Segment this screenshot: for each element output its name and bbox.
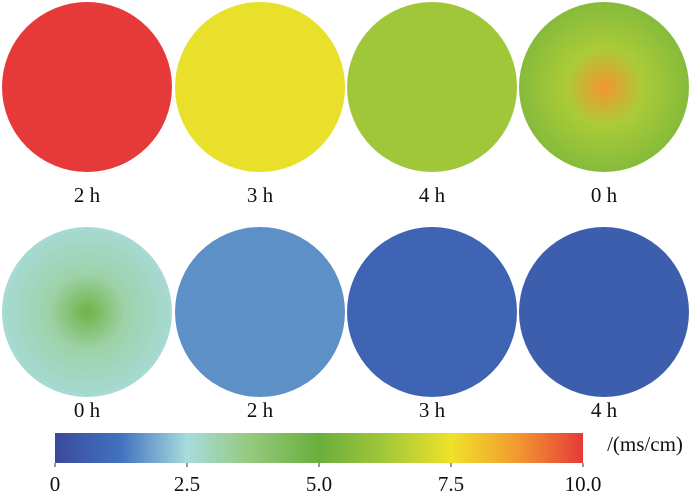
- panel-disc: [2, 2, 172, 172]
- panel-disc: [175, 227, 345, 397]
- panel-label: 3 h: [247, 183, 274, 207]
- colorbar: [55, 433, 583, 463]
- panel-label: 0 h: [591, 183, 618, 207]
- colorbar-tick-label: 7.5: [438, 472, 464, 495]
- colorbar-tick-label: 10.0: [565, 472, 602, 495]
- panel-label: 0 h: [74, 398, 101, 422]
- panel-disc: [347, 2, 517, 172]
- colorbar-tick-label: 2.5: [174, 472, 200, 495]
- colorbar-label: /(ms/cm): [607, 432, 683, 456]
- panel-label: 2 h: [74, 183, 101, 207]
- panel-disc: [519, 227, 689, 397]
- panel-disc: [347, 227, 517, 397]
- panel-disc: [175, 2, 345, 172]
- panel-disc: [2, 227, 172, 397]
- panel-disc: [519, 2, 689, 172]
- panel-label: 3 h: [419, 398, 446, 422]
- panel-label: 4 h: [419, 183, 446, 207]
- colorbar-tick-label: 0: [50, 472, 61, 495]
- colorbar-tick-label: 5.0: [306, 472, 332, 495]
- panel-label: 2 h: [247, 398, 274, 422]
- panel-label: 4 h: [591, 398, 618, 422]
